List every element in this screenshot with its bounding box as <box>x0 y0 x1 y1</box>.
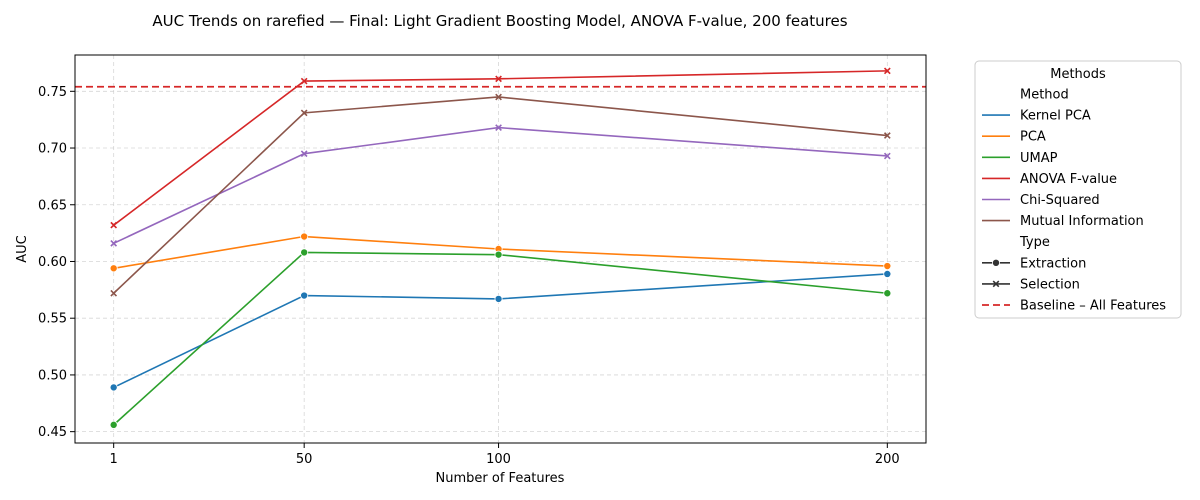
plot-area <box>74 54 927 444</box>
legend-entry: Extraction <box>1020 256 1086 271</box>
x-tick-label: 100 <box>486 452 511 467</box>
series-line <box>113 96 888 294</box>
data-point <box>300 248 309 257</box>
data-point <box>300 291 309 300</box>
data-point <box>109 383 118 392</box>
legend-entry: UMAP <box>1020 151 1058 166</box>
y-tick-label: 0.55 <box>38 312 67 327</box>
grid <box>75 55 926 443</box>
legend-entry: Mutual Information <box>1020 214 1144 229</box>
data-point <box>110 289 118 297</box>
y-axis-title: AUC <box>15 235 30 263</box>
data-point <box>495 93 502 101</box>
legend-entry: Selection <box>1020 277 1080 292</box>
legend-marker <box>992 258 1001 267</box>
data-point <box>495 124 502 131</box>
series-line <box>113 70 888 226</box>
series-chi-squared <box>110 124 891 247</box>
legend: Methods Method Kernel PCA PCA UMAP ANOVA F-v… <box>974 60 1182 319</box>
series-line <box>113 235 888 270</box>
data-point <box>300 150 308 158</box>
data-point <box>883 152 891 160</box>
plot-frame <box>74 54 927 444</box>
series-anova-f-value <box>110 67 891 229</box>
legend-entry: ANOVA F-value <box>1020 172 1117 187</box>
x-axis: 1 50 100 200 <box>110 443 900 467</box>
y-tick-label: 0.65 <box>38 198 67 213</box>
series-line <box>113 251 888 426</box>
y-tick-label: 0.70 <box>38 142 67 157</box>
x-tick-label: 200 <box>875 452 900 467</box>
data-point <box>110 239 118 247</box>
legend-method-header: Method <box>1020 88 1069 103</box>
data-point <box>883 67 891 75</box>
x-tick-label: 50 <box>296 452 313 467</box>
data-point <box>494 294 503 303</box>
legend-entry: Chi-Squared <box>1020 193 1100 208</box>
legend-entry: Baseline – All Features <box>1020 299 1166 314</box>
data-point <box>300 232 309 241</box>
legend-marker <box>992 280 1000 288</box>
data-point <box>109 420 118 429</box>
data-point <box>883 289 892 298</box>
legend-entry: PCA <box>1020 130 1046 145</box>
data-point <box>494 250 503 259</box>
y-tick-label: 0.75 <box>38 85 67 100</box>
legend-frame <box>974 60 1182 319</box>
series-umap <box>109 248 892 429</box>
x-tick-label: 1 <box>110 452 118 467</box>
series-kernel-pca <box>109 269 892 392</box>
legend-items: Method Kernel PCA PCA UMAP ANOVA F-value Chi-… <box>982 88 1166 314</box>
series-mutual-information <box>110 93 891 297</box>
data-point <box>300 77 308 85</box>
legend-type-header: Type <box>1019 235 1050 250</box>
legend-title: Methods <box>1050 67 1106 82</box>
series-line <box>113 273 888 389</box>
series-pca <box>109 232 892 273</box>
data-point <box>495 75 502 83</box>
y-tick-label: 0.45 <box>38 425 67 440</box>
data-point <box>110 221 118 229</box>
x-axis-title: Number of Features <box>436 471 565 486</box>
data-point <box>109 264 118 273</box>
data-point <box>300 109 308 117</box>
data-point <box>883 132 891 139</box>
chart-title: AUC Trends on rarefied — Final: Light Gr… <box>152 12 847 30</box>
y-tick-label: 0.50 <box>38 368 67 383</box>
series-layer <box>109 67 892 429</box>
data-point <box>883 269 892 278</box>
series-line <box>113 126 888 245</box>
legend-entry: Kernel PCA <box>1020 109 1091 124</box>
y-axis: 0.45 0.50 0.55 0.60 0.65 0.70 0.75 <box>38 85 75 440</box>
data-point <box>883 262 892 271</box>
y-tick-label: 0.60 <box>38 255 67 270</box>
